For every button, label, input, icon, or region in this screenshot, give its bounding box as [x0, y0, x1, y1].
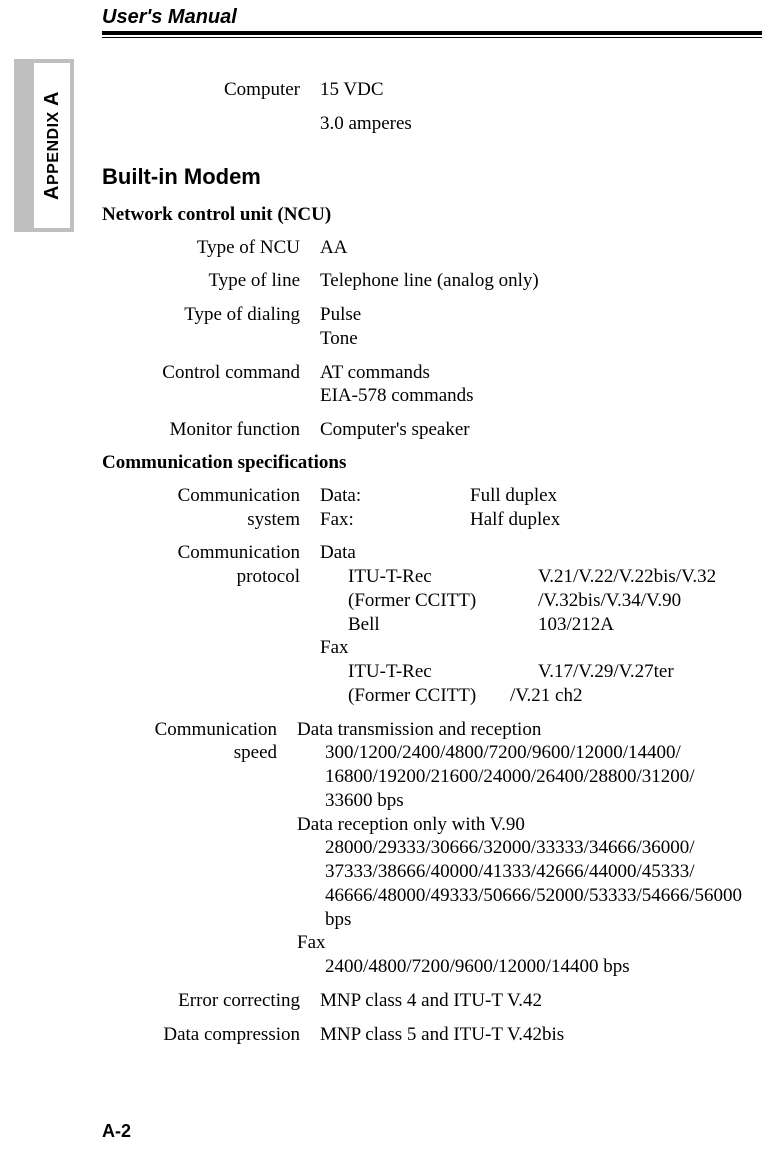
control-command-label: Control command: [102, 361, 320, 409]
protocol-data-l1b: V.21/V.22/V.22bis/V.32: [538, 565, 742, 589]
protocol-data-l1a: ITU-T-Rec: [348, 565, 538, 589]
protocol-data-line-1: ITU-T-Rec V.21/V.22/V.22bis/V.32: [348, 565, 742, 589]
computer-row: Computer 15 VDC 3.0 amperes: [102, 78, 742, 136]
appendix-side-tab: APPENDIX A: [14, 59, 74, 232]
protocol-fax-line-2: (Former CCITT) /V.21 ch2: [348, 684, 742, 708]
type-dialing-value: Pulse Tone: [320, 303, 742, 351]
comm-system-label-1: Communication: [102, 484, 300, 508]
control-command-value: AT commands EIA-578 commands: [320, 361, 742, 409]
appendix-label-rest: PPENDIX: [45, 111, 62, 185]
comm-speed-label-1: Communication: [102, 718, 277, 742]
comm-speed-row: Communication speed Data transmission an…: [102, 718, 742, 979]
speed-h2: Data reception only with V.90: [297, 813, 742, 837]
speed-block-3: 2400/4800/7200/9600/12000/14400 bps: [297, 955, 742, 979]
eia-commands: EIA-578 commands: [320, 384, 742, 408]
protocol-data-l3b: 103/212A: [538, 613, 742, 637]
monitor-function-row: Monitor function Computer's speaker: [102, 418, 742, 442]
data-compression-value: MNP class 5 and ITU-T V.42bis: [320, 1023, 742, 1047]
appendix-label: APPENDIX A: [41, 91, 64, 200]
comm-system-fax-label: Fax:: [320, 508, 470, 532]
comm-speed-value: Data transmission and reception 300/1200…: [297, 718, 742, 979]
comm-system-data-value: Full duplex: [470, 484, 742, 508]
error-correcting-value: MNP class 4 and ITU-T V.42: [320, 989, 742, 1013]
protocol-data-line-2: (Former CCITT) /V.32bis/V.34/V.90: [348, 589, 742, 613]
protocol-fax-l1b: V.17/V.29/V.27ter: [538, 660, 742, 684]
speed-l2: 16800/19200/21600/24000/26400/28800/3120…: [325, 765, 742, 789]
computer-voltage: 15 VDC: [320, 78, 742, 102]
speed-block-1: 300/1200/2400/4800/7200/9600/12000/14400…: [297, 741, 742, 812]
appendix-label-prefix: A: [41, 185, 63, 200]
appendix-side-tab-inner: APPENDIX A: [34, 63, 70, 228]
comm-system-value: Data: Full duplex Fax: Half duplex: [320, 484, 742, 532]
monitor-function-value: Computer's speaker: [320, 418, 742, 442]
speed-h3: Fax: [297, 931, 742, 955]
comm-system-data-line: Data: Full duplex: [320, 484, 742, 508]
protocol-fax-l1a: ITU-T-Rec: [348, 660, 538, 684]
appendix-label-suffix: A: [41, 91, 63, 111]
dialing-pulse: Pulse: [320, 303, 742, 327]
protocol-data-line-3: Bell 103/212A: [348, 613, 742, 637]
protocol-fax-line-1: ITU-T-Rec V.17/V.29/V.27ter: [348, 660, 742, 684]
header-rule-thick: [102, 31, 762, 35]
error-correcting-label: Error correcting: [102, 989, 320, 1013]
error-correcting-row: Error correcting MNP class 4 and ITU-T V…: [102, 989, 742, 1013]
protocol-data-head: Data: [320, 541, 742, 565]
protocol-data-block: ITU-T-Rec V.21/V.22/V.22bis/V.32 (Former…: [320, 565, 742, 636]
comm-spec-subsection-title: Communication specifications: [102, 452, 742, 474]
speed-l3: 33600 bps: [325, 789, 742, 813]
type-ncu-value: AA: [320, 236, 742, 260]
comm-protocol-label-1: Communication: [102, 541, 300, 565]
speed-l1: 300/1200/2400/4800/7200/9600/12000/14400…: [325, 741, 742, 765]
comm-system-label-2: system: [102, 508, 300, 532]
comm-protocol-row: Communication protocol Data ITU-T-Rec V.…: [102, 541, 742, 707]
page: User's Manual APPENDIX A Computer 15 VDC…: [0, 0, 774, 1162]
comm-protocol-label: Communication protocol: [102, 541, 320, 707]
protocol-data-l2b: /V.32bis/V.34/V.90: [538, 589, 742, 613]
data-compression-row: Data compression MNP class 5 and ITU-T V…: [102, 1023, 742, 1047]
speed-l4: 28000/29333/30666/32000/33333/34666/3600…: [325, 836, 742, 860]
monitor-function-label: Monitor function: [102, 418, 320, 442]
page-number: A-2: [102, 1121, 131, 1142]
comm-system-row: Communication system Data: Full duplex F…: [102, 484, 742, 532]
type-ncu-label: Type of NCU: [102, 236, 320, 260]
speed-l5: 37333/38666/40000/41333/42666/44000/4533…: [325, 860, 742, 884]
at-commands: AT commands: [320, 361, 742, 385]
protocol-fax-head: Fax: [320, 636, 742, 660]
comm-system-fax-value: Half duplex: [470, 508, 742, 532]
comm-protocol-value: Data ITU-T-Rec V.21/V.22/V.22bis/V.32 (F…: [320, 541, 742, 707]
comm-speed-label: Communication speed: [102, 718, 297, 979]
comm-system-fax-line: Fax: Half duplex: [320, 508, 742, 532]
computer-value: 15 VDC 3.0 amperes: [320, 78, 742, 136]
speed-l8: 2400/4800/7200/9600/12000/14400 bps: [325, 955, 742, 979]
type-dialing-label: Type of dialing: [102, 303, 320, 351]
type-line-label: Type of line: [102, 269, 320, 293]
speed-l6: 46666/48000/49333/50666/52000/53333/5466…: [325, 884, 742, 908]
comm-speed-label-2: speed: [102, 741, 277, 765]
data-compression-label: Data compression: [102, 1023, 320, 1047]
header-title: User's Manual: [102, 6, 237, 29]
dialing-tone: Tone: [320, 327, 742, 351]
type-dialing-row: Type of dialing Pulse Tone: [102, 303, 742, 351]
speed-block-2: 28000/29333/30666/32000/33333/34666/3600…: [297, 836, 742, 931]
control-command-row: Control command AT commands EIA-578 comm…: [102, 361, 742, 409]
protocol-fax-block: ITU-T-Rec V.17/V.29/V.27ter (Former CCIT…: [320, 660, 742, 708]
comm-system-label: Communication system: [102, 484, 320, 532]
type-ncu-row: Type of NCU AA: [102, 236, 742, 260]
speed-l7: bps: [325, 908, 742, 932]
type-line-value: Telephone line (analog only): [320, 269, 742, 293]
protocol-data-l3a: Bell: [348, 613, 538, 637]
computer-amperes: 3.0 amperes: [320, 112, 742, 136]
ncu-subsection-title: Network control unit (NCU): [102, 204, 742, 226]
computer-label: Computer: [102, 78, 320, 136]
type-line-row: Type of line Telephone line (analog only…: [102, 269, 742, 293]
comm-protocol-label-2: protocol: [102, 565, 300, 589]
speed-h1: Data transmission and reception: [297, 718, 742, 742]
content-area: Computer 15 VDC 3.0 amperes Built-in Mod…: [102, 78, 742, 1056]
header-rule-thin: [102, 37, 762, 38]
protocol-data-l2a: (Former CCITT): [348, 589, 538, 613]
comm-system-data-label: Data:: [320, 484, 470, 508]
protocol-fax-l2b: /V.21 ch2: [510, 684, 742, 708]
modem-section-title: Built-in Modem: [102, 164, 742, 190]
